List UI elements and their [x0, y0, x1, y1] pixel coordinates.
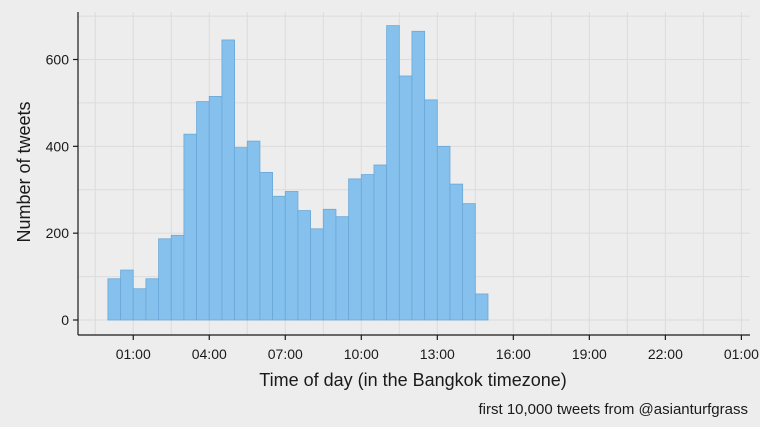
- bars-layer: [107, 25, 489, 321]
- histogram-bar: [474, 293, 489, 321]
- y-tick-label: 600: [46, 52, 70, 68]
- x-ticks: 01:00 04:00 07:00 10:00 13:00 16:00 19:00 22:00…: [116, 335, 759, 362]
- histogram-bar: [221, 39, 235, 321]
- y-ticks: 0 200 400 600: [46, 52, 78, 328]
- histogram-bar: [436, 145, 451, 321]
- x-tick-label: 07:00: [268, 346, 303, 362]
- histogram-bar: [386, 25, 400, 321]
- histogram-bar: [246, 140, 261, 321]
- x-tick-label: 04:00: [192, 346, 227, 362]
- x-tick-label: 01:00: [116, 346, 151, 362]
- x-tick-label: 13:00: [420, 346, 455, 362]
- histogram-bar: [297, 210, 312, 321]
- histogram-bar: [284, 191, 299, 321]
- x-axis-title: Time of day (in the Bangkok timezone): [259, 370, 566, 390]
- histogram-bar: [449, 183, 464, 321]
- x-tick-label: 01:00: [724, 346, 759, 362]
- histogram-bar: [208, 96, 223, 321]
- histogram-bar: [234, 147, 248, 321]
- y-tick-label: 200: [46, 225, 70, 241]
- histogram-bar: [322, 208, 337, 321]
- histogram-bar: [411, 30, 426, 321]
- caption-text: first 10,000 tweets from @asianturfgrass: [478, 401, 748, 418]
- x-tick-label: 16:00: [496, 346, 531, 362]
- y-axis-title: Number of tweets: [14, 101, 34, 242]
- histogram-bar: [158, 238, 172, 321]
- axes-layer: [77, 12, 750, 336]
- histogram-bar: [132, 288, 147, 321]
- histogram-bar: [272, 195, 286, 321]
- x-tick-label: 22:00: [648, 346, 683, 362]
- histogram-bar: [310, 228, 324, 321]
- histogram-bar: [335, 216, 350, 321]
- histogram-bar: [183, 133, 197, 321]
- histogram-bar: [360, 174, 375, 321]
- histogram-bar: [462, 203, 476, 321]
- histogram-bar: [196, 101, 210, 321]
- histogram-bar: [424, 99, 438, 321]
- histogram-bar: [120, 269, 134, 321]
- x-tick-label: 19:00: [572, 346, 607, 362]
- y-tick-label: 400: [46, 138, 70, 154]
- y-tick-label: 0: [61, 312, 69, 328]
- histogram-bar: [373, 164, 388, 321]
- x-tick-label: 10:00: [344, 346, 379, 362]
- histogram-bar: [259, 171, 274, 321]
- histogram-bar: [348, 178, 362, 321]
- histogram-bar: [398, 75, 413, 321]
- histogram-bar: [170, 234, 185, 321]
- histogram-bar: [145, 278, 159, 321]
- histogram-bar: [107, 278, 121, 321]
